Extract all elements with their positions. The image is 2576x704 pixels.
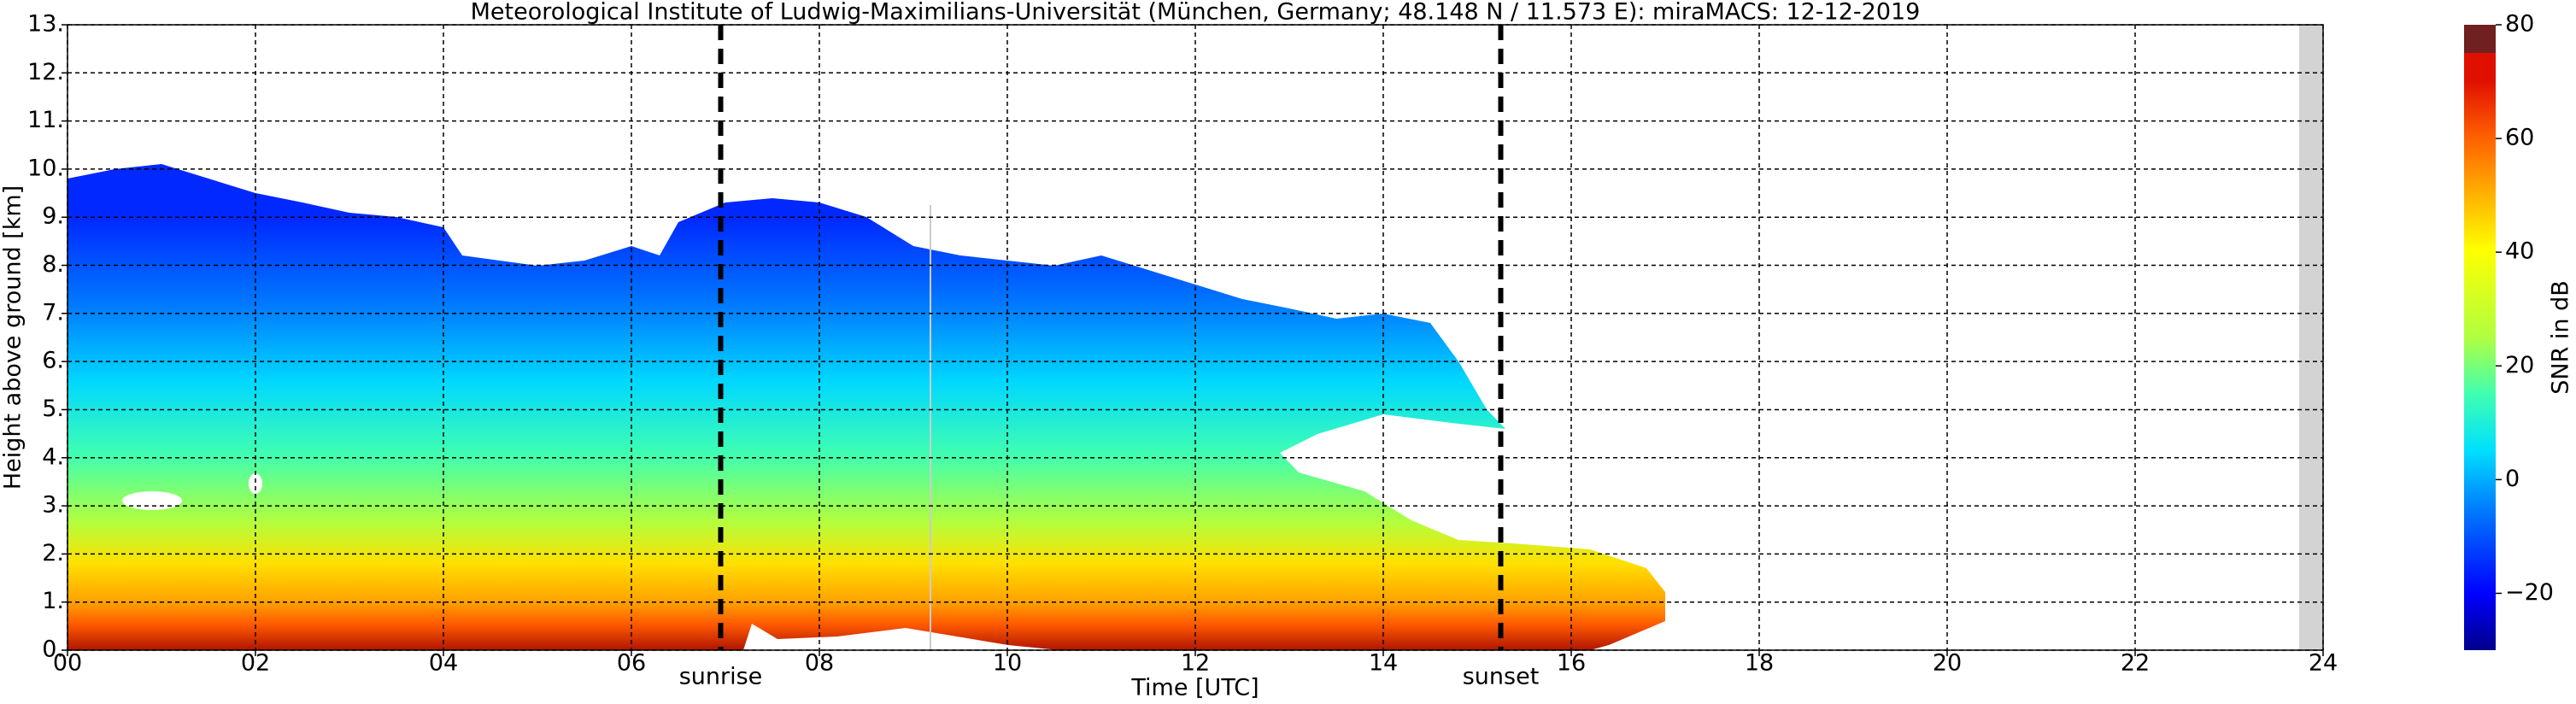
x-tick-label: 12	[1181, 650, 1210, 677]
colorbar-tick-label: 0	[2505, 466, 2520, 492]
plot-area	[67, 25, 2323, 650]
chart-title: Meteorological Institute of Ludwig-Maxim…	[471, 0, 1921, 26]
y-tick-label: 8.	[42, 251, 64, 278]
x-tick-label: 10	[993, 650, 1022, 677]
y-tick-label: 3.	[42, 492, 64, 519]
y-tick-label: 5.	[42, 396, 64, 422]
y-tick-label: 11.	[27, 107, 64, 133]
x-tick-label: 00	[53, 650, 82, 677]
colorbar-tick-label: 20	[2505, 352, 2534, 378]
colorbar-tick-label: 80	[2505, 11, 2534, 38]
y-tick-label: 9.	[42, 203, 64, 230]
annotation-label: sunset	[1463, 664, 1540, 690]
y-tick-label: 1.	[42, 588, 64, 614]
x-tick-label: 16	[1557, 650, 1586, 677]
x-tick-label: 24	[2309, 650, 2338, 677]
y-tick-label: 6.	[42, 348, 64, 374]
x-tick-label: 04	[429, 650, 458, 677]
x-tick-label: 08	[805, 650, 834, 677]
annotation-label: sunrise	[679, 664, 763, 690]
radar-echo	[67, 164, 1665, 650]
y-tick-label: 0.	[42, 637, 64, 663]
y-tick-label: 7.	[42, 299, 64, 326]
colorbar-tick-label: 60	[2505, 125, 2534, 151]
y-tick-label: 4.	[42, 443, 64, 470]
colorbar-tick-label: −20	[2505, 579, 2554, 606]
x-tick-label: 02	[241, 650, 270, 677]
y-tick-label: 2.	[42, 540, 64, 566]
echo-gap	[249, 473, 262, 494]
y-tick-label: 13.	[27, 11, 64, 38]
x-axis-label: Time [UTC]	[1130, 675, 1259, 701]
colorbar-tick-label: 40	[2505, 238, 2534, 265]
no-data-region	[2299, 25, 2323, 650]
y-tick-label: 10.	[27, 155, 64, 181]
y-tick-label: 12.	[27, 59, 64, 85]
x-tick-label: 22	[2121, 650, 2150, 677]
x-tick-label: 20	[1933, 650, 1962, 677]
y-axis-label: Height above ground [km]	[0, 185, 26, 490]
x-tick-label: 14	[1369, 650, 1398, 677]
colorbar-label: SNR in dB	[2548, 280, 2574, 395]
echo-gap	[122, 491, 182, 510]
x-tick-label: 06	[617, 650, 646, 677]
colorbar	[2464, 25, 2496, 650]
x-tick-label: 18	[1745, 650, 1774, 677]
echo-gap	[743, 624, 1059, 650]
